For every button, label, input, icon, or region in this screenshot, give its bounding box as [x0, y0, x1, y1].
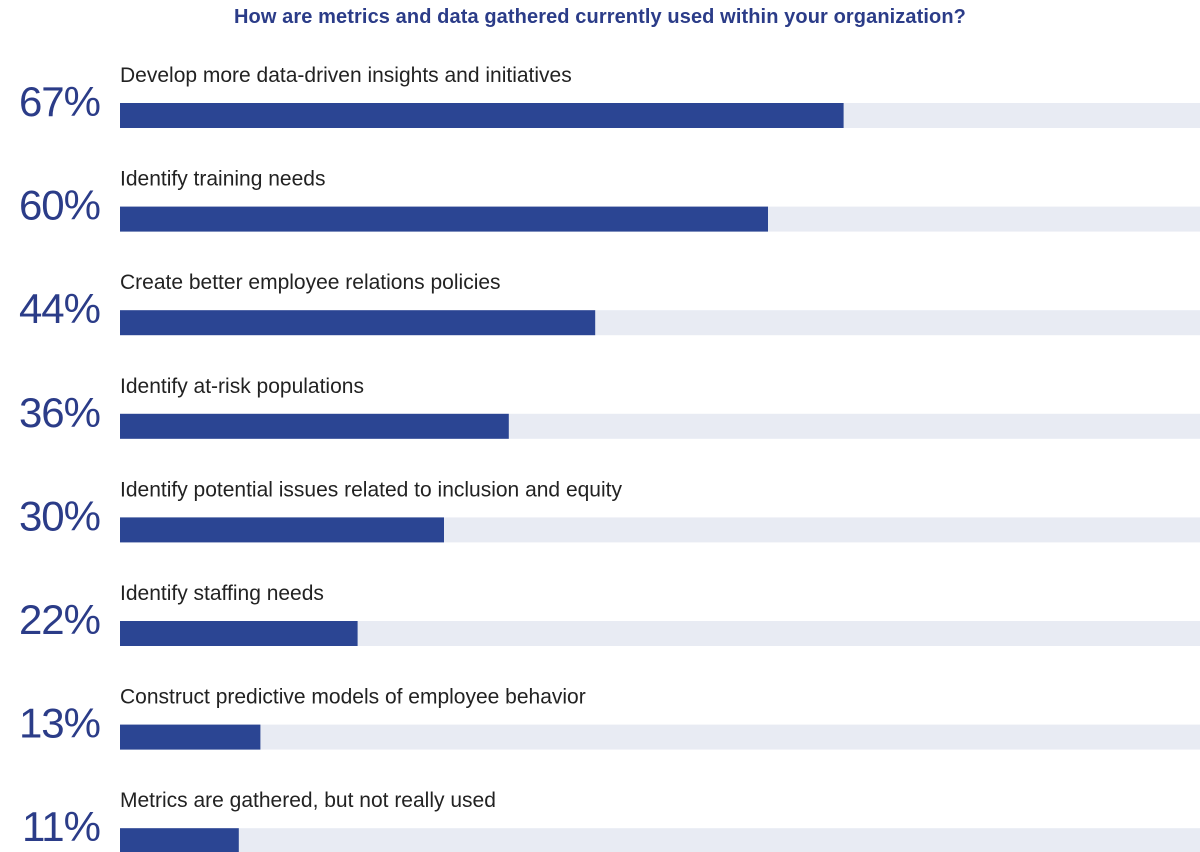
category-label: Identify at-risk populations — [120, 375, 364, 398]
bar — [120, 828, 239, 852]
bar — [120, 103, 844, 128]
category-label: Create better employee relations policie… — [120, 271, 501, 294]
value-label: 11% — [22, 803, 100, 850]
bar — [120, 310, 596, 336]
value-label: 30% — [19, 492, 100, 539]
category-label: Construct predictive models of employee … — [120, 686, 586, 709]
bar — [120, 724, 261, 750]
bar-track — [120, 828, 1200, 852]
value-label: 22% — [19, 596, 100, 643]
bar — [120, 206, 768, 232]
chart-title: How are metrics and data gathered curren… — [234, 6, 966, 28]
value-label: 13% — [19, 700, 100, 747]
value-label: 36% — [19, 389, 100, 436]
bar — [120, 517, 444, 543]
category-label: Develop more data-driven insights and in… — [120, 64, 572, 87]
category-label: Identify staffing needs — [120, 582, 324, 605]
category-label: Metrics are gathered, but not really use… — [120, 789, 496, 812]
category-label: Identify training needs — [120, 168, 325, 191]
bar — [120, 413, 509, 439]
category-label: Identify potential issues related to inc… — [120, 478, 622, 501]
value-label: 67% — [19, 78, 100, 125]
value-label: 44% — [19, 285, 100, 332]
bar-track — [120, 724, 1200, 750]
bar — [120, 621, 358, 646]
value-label: 60% — [19, 182, 100, 229]
